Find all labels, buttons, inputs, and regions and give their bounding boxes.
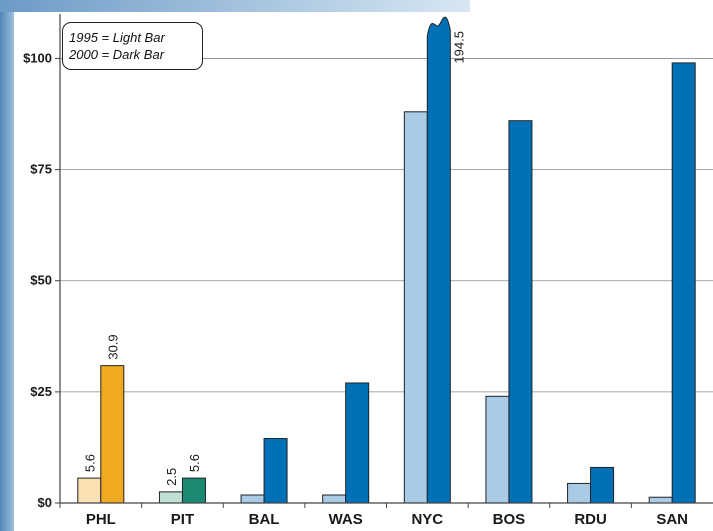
data-label-pit-1995: 2.5 xyxy=(164,468,179,486)
x-category-label: PIT xyxy=(171,511,194,528)
data-label-phl-1995: 5.6 xyxy=(82,454,97,472)
legend-line-2000: 2000 = Dark Bar xyxy=(69,47,165,62)
bar-pit-2000 xyxy=(181,477,206,504)
x-category-label: WAS xyxy=(329,511,363,528)
data-label-pit-2000: 5.6 xyxy=(187,454,202,472)
bar-phl-1995 xyxy=(77,477,102,504)
x-category-label: PHL xyxy=(86,511,116,528)
bar-bal-2000 xyxy=(263,438,288,504)
left-decorative-strip xyxy=(0,0,14,531)
bar-san-2000 xyxy=(671,62,696,504)
data-label-nyc-2000: 194.5 xyxy=(451,31,466,64)
legend: 1995 = Light Bar 2000 = Dark Bar xyxy=(62,22,203,70)
bar-rdu-2000 xyxy=(590,466,615,504)
bar-bos-2000 xyxy=(508,120,533,504)
bar-nyc-2000 xyxy=(426,16,451,504)
bar-was-1995 xyxy=(322,494,347,504)
bar-san-1995 xyxy=(648,496,673,504)
x-category-label: BOS xyxy=(493,511,526,528)
top-decorative-strip xyxy=(0,0,470,12)
data-label-phl-2000: 30.9 xyxy=(105,334,120,359)
bar-phl-2000 xyxy=(100,365,125,504)
gridlines xyxy=(55,57,713,508)
legend-line-1995: 1995 = Light Bar xyxy=(69,30,165,45)
y-tick-label: $100 xyxy=(23,50,52,65)
bar-pit-1995 xyxy=(158,491,183,504)
x-category-label: NYC xyxy=(411,511,443,528)
bar-bal-1995 xyxy=(240,494,265,504)
y-tick-label: $50 xyxy=(30,273,52,288)
x-category-label: BAL xyxy=(249,511,280,528)
bar-bos-1995 xyxy=(485,395,510,504)
y-tick-label: $75 xyxy=(30,162,52,177)
labels: $0 $25 $50 $75 $100 PHL PIT BAL WAS NYC BOS RDU SAN 5… xyxy=(23,31,688,528)
bars xyxy=(77,16,696,504)
y-tick-label: $25 xyxy=(30,384,52,399)
bar-nyc-1995 xyxy=(403,111,428,504)
x-category-label: RDU xyxy=(574,511,607,528)
bar-was-2000 xyxy=(345,382,370,504)
bar-rdu-1995 xyxy=(567,482,592,504)
y-tick-label: $0 xyxy=(38,495,52,510)
x-category-label: SAN xyxy=(656,511,688,528)
